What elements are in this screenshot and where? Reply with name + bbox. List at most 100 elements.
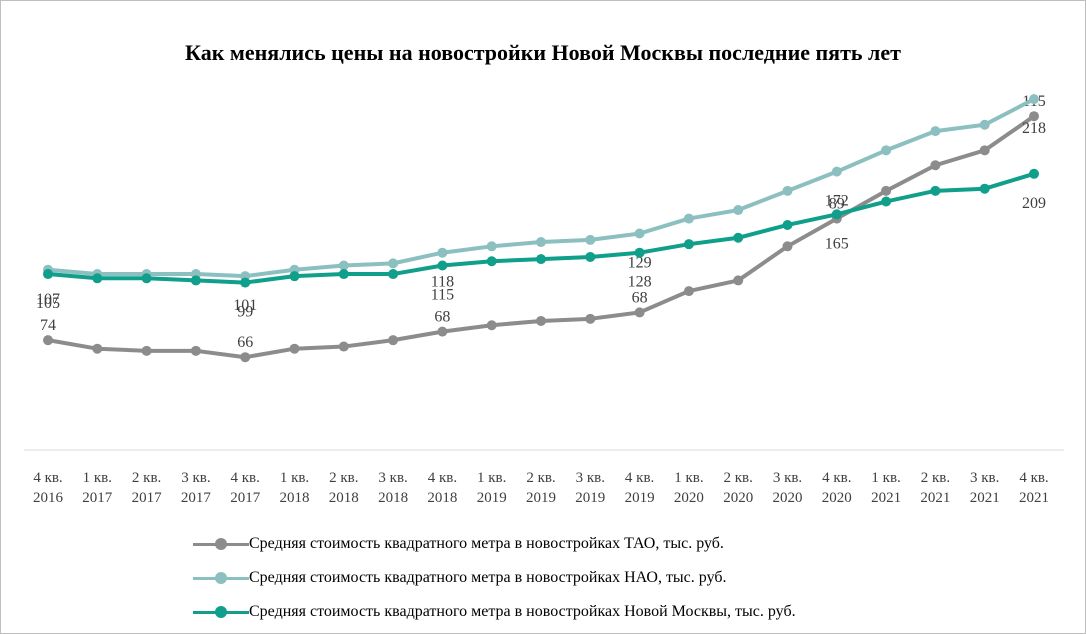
data-point[interactable] [437, 260, 448, 271]
x-tick-label: 2 кв. 2021 [920, 470, 950, 506]
x-tick-labels: 4 кв. 2016 1 кв. 2017 2 кв. 2017 3 кв. 2017 4 кв… [33, 470, 1049, 506]
data-label: 99 [237, 304, 253, 321]
x-tick-label: 4 кв. 2021 [1019, 470, 1049, 506]
data-point[interactable] [1029, 94, 1039, 105]
data-point[interactable] [782, 185, 793, 196]
x-tick-label: 1 кв. 2017 [82, 470, 113, 506]
data-point[interactable] [585, 251, 596, 262]
data-point[interactable] [486, 256, 497, 267]
legend-item-tao[interactable]: Средняя стоимость квадратного метра в но… [193, 527, 796, 561]
data-point[interactable] [881, 185, 892, 196]
data-point[interactable] [289, 271, 300, 282]
chart-title: Как менялись цены на новостройки Новой М… [185, 40, 901, 65]
data-point[interactable] [683, 286, 694, 297]
data-label: 107 [36, 291, 60, 308]
x-tick-label: 4 кв. 2019 [625, 470, 655, 506]
data-label: 218 [1022, 120, 1046, 137]
x-tick-label: 2 кв. 2020 [723, 470, 753, 506]
data-label: 68 [632, 289, 648, 306]
data-point[interactable] [141, 345, 152, 356]
x-tick-label: 3 кв. 2021 [970, 470, 1000, 506]
data-point[interactable] [930, 126, 941, 137]
data-point[interactable] [486, 320, 497, 331]
legend-marker-nao [193, 570, 249, 586]
data-point[interactable] [388, 269, 399, 280]
data-point[interactable] [979, 183, 990, 194]
data-point[interactable] [338, 341, 349, 352]
x-tick-label: 4 кв. 2020 [822, 470, 852, 506]
data-point[interactable] [782, 219, 793, 230]
data-point[interactable] [683, 239, 694, 250]
x-tick-label: 2 кв. 2019 [526, 470, 556, 506]
legend-label-new-moscow: Средняя стоимость квадратного метра в но… [249, 603, 796, 620]
legend-item-new-moscow[interactable]: Средняя стоимость квадратного метра в но… [193, 595, 796, 629]
data-point[interactable] [881, 145, 892, 156]
data-point[interactable] [536, 315, 546, 326]
data-point[interactable] [388, 258, 399, 269]
data-label: 209 [1022, 195, 1046, 212]
data-label: 172 [825, 193, 849, 210]
data-point[interactable] [92, 273, 103, 284]
data-point[interactable] [881, 196, 892, 207]
data-point[interactable] [289, 343, 300, 354]
data-point[interactable] [733, 232, 744, 243]
data-label: 89 [829, 196, 845, 213]
data-point[interactable] [486, 241, 497, 252]
x-tick-label: 1 кв. 2019 [477, 470, 507, 506]
data-point[interactable] [388, 335, 399, 346]
data-label: 74 [40, 317, 56, 334]
data-label: 105 [36, 295, 60, 312]
data-point[interactable] [634, 247, 645, 258]
data-point[interactable] [338, 269, 349, 280]
data-point[interactable] [92, 343, 103, 354]
data-point[interactable] [930, 185, 941, 196]
data-point[interactable] [831, 209, 842, 220]
x-tick-label: 1 кв. 2018 [280, 470, 310, 506]
data-point[interactable] [43, 335, 53, 346]
x-tick-label: 3 кв. 2019 [575, 470, 605, 506]
data-point[interactable] [536, 237, 546, 248]
data-point[interactable] [1029, 111, 1039, 122]
data-point[interactable] [141, 273, 152, 284]
x-tick-label: 3 кв. 2018 [378, 470, 408, 506]
data-point[interactable] [733, 275, 744, 286]
x-tick-label: 4 кв. 2017 [230, 470, 261, 506]
data-point[interactable] [240, 352, 251, 363]
data-point[interactable] [437, 247, 448, 258]
data-point[interactable] [979, 145, 990, 156]
data-label: 129 [628, 255, 652, 272]
data-point[interactable] [831, 166, 842, 177]
data-label: 115 [431, 287, 454, 304]
data-point[interactable] [979, 119, 990, 130]
legend-marker-tao [193, 536, 249, 552]
data-label: 68 [434, 309, 450, 326]
data-point[interactable] [240, 277, 251, 288]
legend-item-nao[interactable]: Средняя стоимость квадратного метра в но… [193, 561, 796, 595]
data-point[interactable] [338, 260, 349, 271]
data-point[interactable] [437, 326, 448, 337]
legend: Средняя стоимость квадратного метра в но… [193, 527, 796, 629]
data-point[interactable] [634, 307, 645, 318]
data-point[interactable] [930, 160, 941, 171]
data-point[interactable] [585, 234, 596, 245]
data-point[interactable] [190, 345, 201, 356]
data-point[interactable] [190, 275, 201, 286]
series-layer: 7466686889115107101118129172218105991151… [36, 93, 1046, 363]
x-tick-label: 4 кв. 2018 [427, 470, 457, 506]
x-tick-label: 2 кв. 2018 [329, 470, 359, 506]
data-point[interactable] [1029, 168, 1039, 179]
x-tick-label: 2 кв. 2017 [132, 470, 163, 506]
data-label: 101 [233, 297, 257, 314]
series-0: 74 66 68 68 89 115 [40, 93, 1046, 363]
data-point[interactable] [43, 269, 53, 280]
series-2: 105 99 115 128 165 209 [36, 168, 1046, 321]
data-point[interactable] [634, 228, 645, 239]
legend-label-tao: Средняя стоимость квадратного метра в но… [249, 535, 724, 552]
data-point[interactable] [536, 254, 546, 265]
data-point[interactable] [733, 205, 744, 216]
data-label: 66 [237, 334, 253, 351]
data-point[interactable] [585, 313, 596, 324]
data-point[interactable] [782, 241, 793, 252]
data-point[interactable] [683, 213, 694, 224]
